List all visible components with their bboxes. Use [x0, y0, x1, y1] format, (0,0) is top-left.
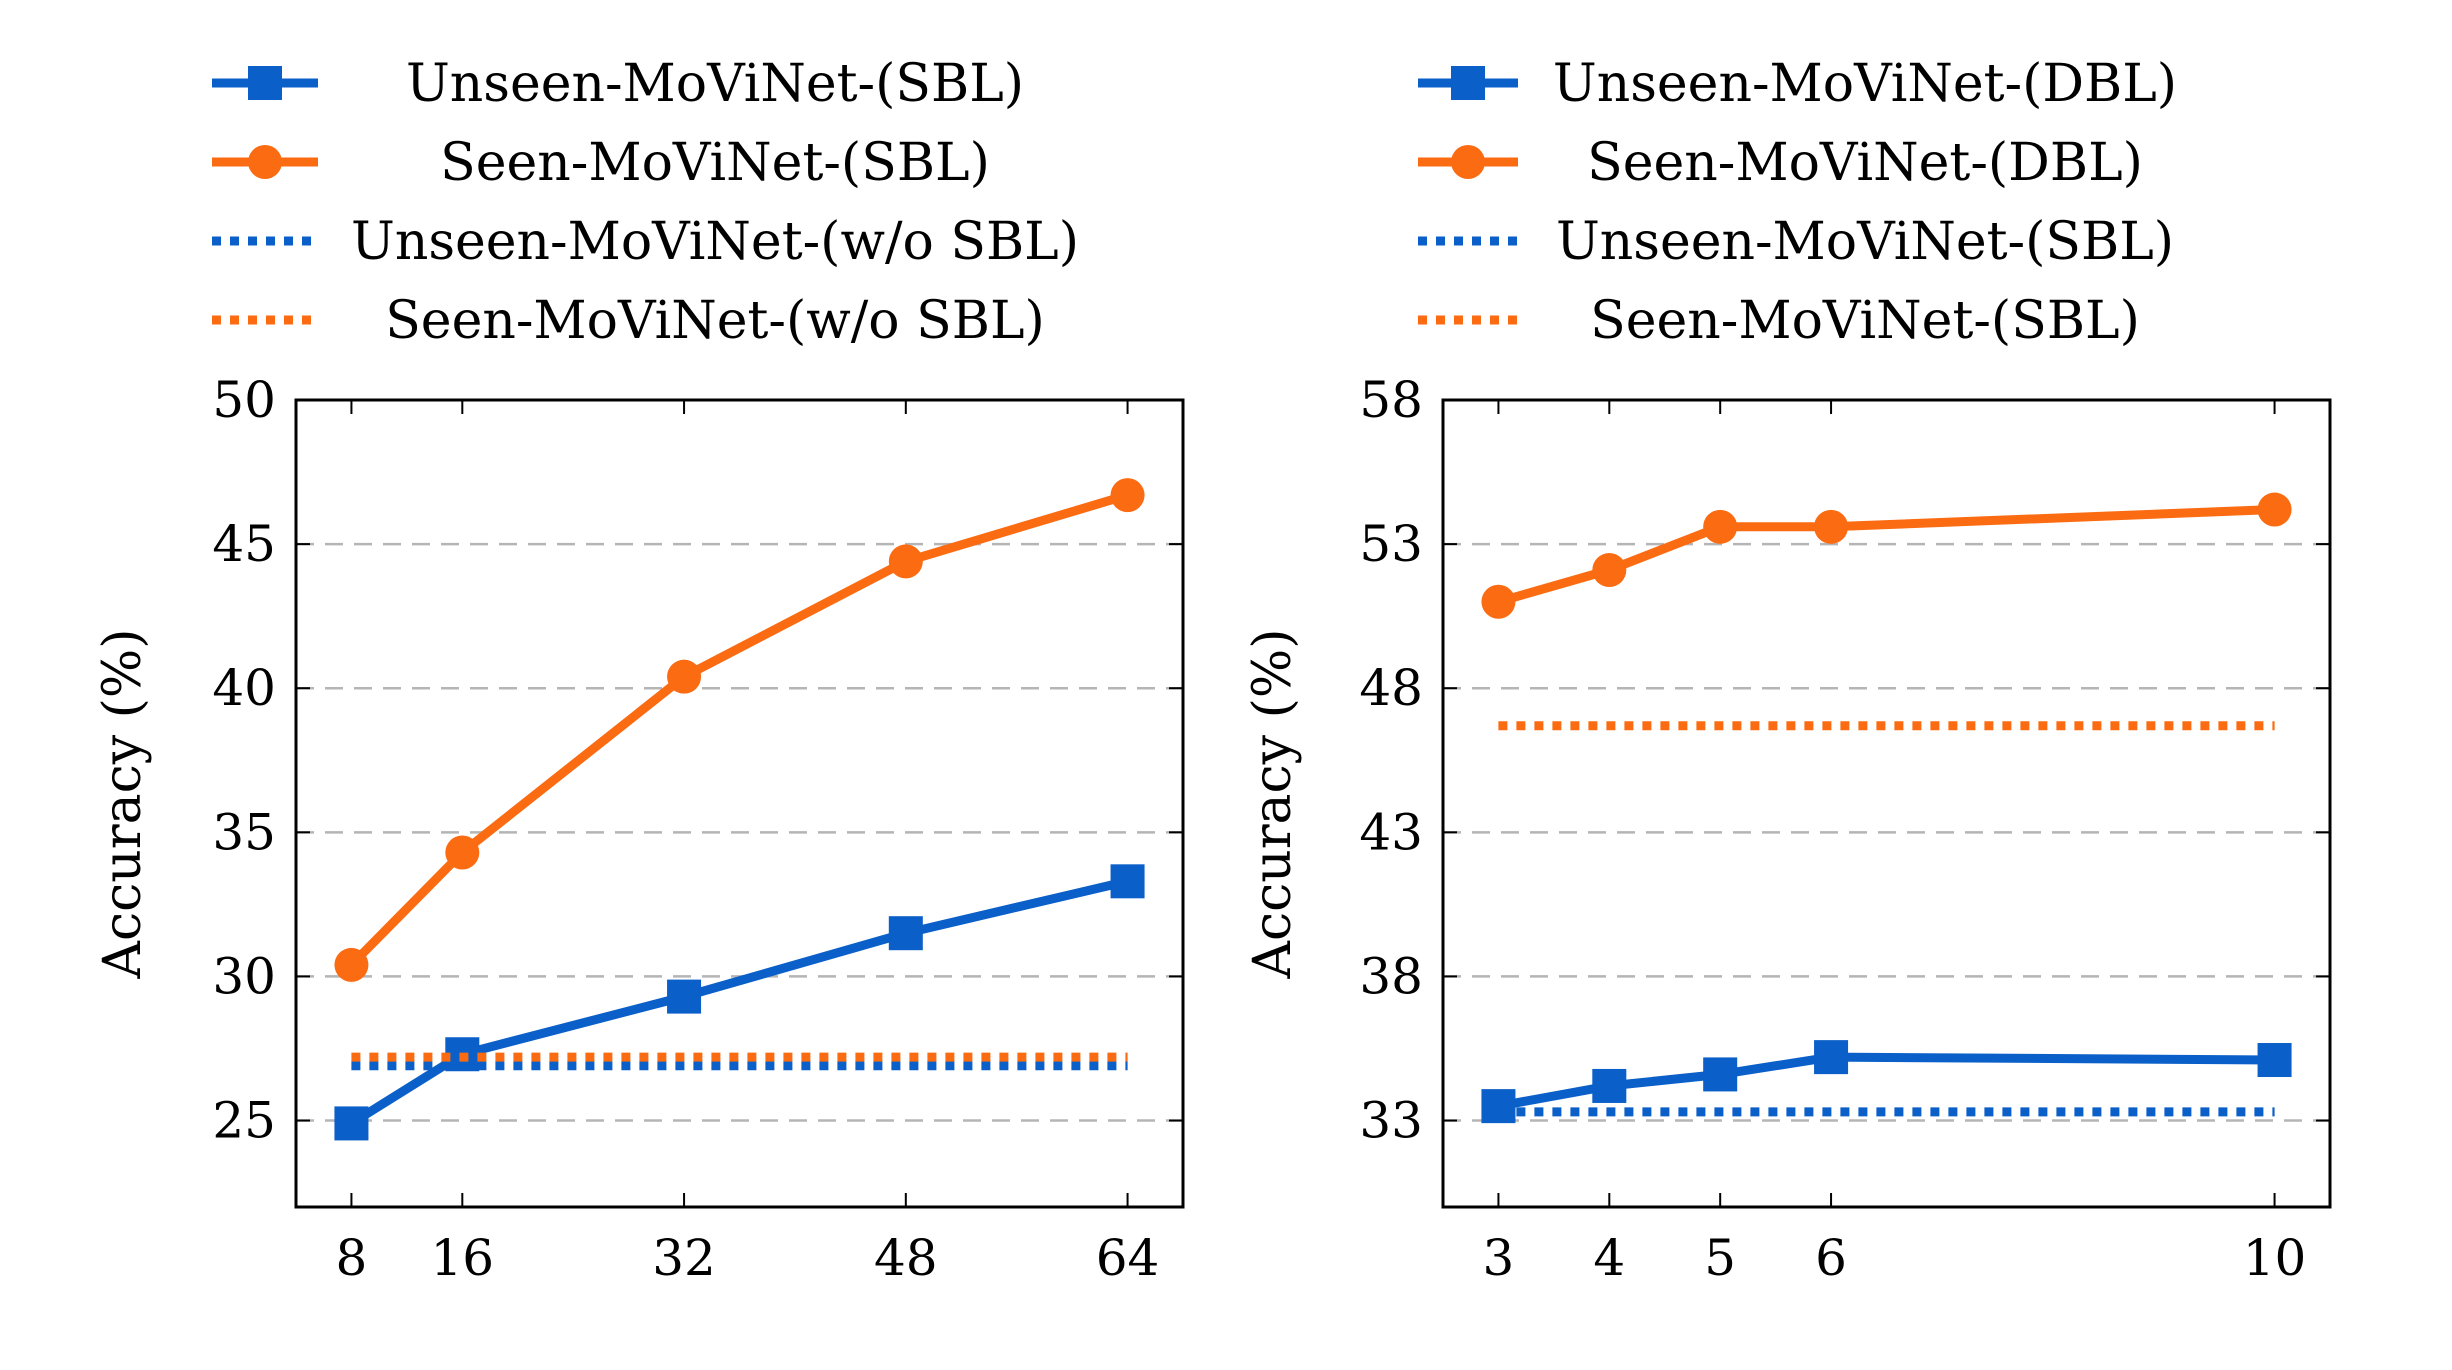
data-point-circle [1481, 584, 1516, 619]
y-axis-title: Accuracy (%) [1243, 628, 1303, 979]
x-tick-label: 16 [431, 1229, 495, 1287]
chart-right: 3 4 5 6 10 33 38 43 48 53 58 Accuracy (%) Unseen-MoV… [1243, 54, 2332, 1287]
data-point-circle [888, 544, 923, 579]
series-line [348, 490, 1129, 969]
y-tick-label: 48 [1359, 659, 1423, 717]
legend-label: Seen-MoViNet-(DBL) [1587, 133, 2143, 193]
series-line [349, 876, 1129, 1128]
y-tick-label: 33 [1359, 1092, 1423, 1150]
data-point-square [1481, 1089, 1516, 1124]
legend-marker-circle [248, 145, 282, 179]
data-point-circle [1110, 478, 1145, 513]
plot-frame [1441, 398, 2332, 1209]
x-tick-label: 5 [1704, 1229, 1736, 1287]
y-tick-label: 58 [1359, 371, 1423, 429]
y-tick-label: 53 [1359, 515, 1423, 573]
data-point-square [1110, 864, 1145, 899]
legend-marker-circle [1451, 145, 1485, 179]
legend-label: Unseen-MoViNet-(DBL) [1553, 54, 2177, 114]
x-tick-label: 6 [1815, 1229, 1847, 1287]
legend-label: Seen-MoViNet-(SBL) [440, 133, 990, 193]
x-tick-label: 8 [336, 1229, 368, 1287]
y-tick-label: 50 [212, 371, 276, 429]
y-axis-title: Accuracy (%) [93, 628, 153, 979]
chart-left: 8 16 32 48 64 25 30 35 40 45 50 Accuracy (%) Unseen-… [93, 54, 1185, 1287]
y-tick-label: 25 [212, 1092, 276, 1150]
legend-marker-square [248, 66, 282, 100]
data-point-circle [1814, 509, 1849, 544]
data-point-circle [1592, 553, 1627, 588]
data-point-circle [1703, 509, 1738, 544]
legend-label: Unseen-MoViNet-(w/o SBL) [351, 212, 1079, 272]
x-tick-label: 32 [652, 1229, 716, 1287]
data-point-circle [334, 947, 369, 982]
data-point-square [334, 1106, 369, 1141]
y-tick-label: 35 [212, 803, 276, 861]
y-tick-label: 45 [212, 515, 276, 573]
legend-label: Unseen-MoViNet-(SBL) [1556, 212, 2174, 272]
data-point-square [667, 979, 702, 1014]
legend-label: Seen-MoViNet-(w/o SBL) [385, 291, 1045, 351]
data-point-square [1814, 1040, 1849, 1075]
y-tick-label: 38 [1359, 947, 1423, 1005]
legend-label: Seen-MoViNet-(SBL) [1590, 291, 2140, 351]
x-tick-label: 48 [874, 1229, 938, 1287]
data-point-circle [667, 659, 702, 694]
x-tick-label: 4 [1593, 1229, 1625, 1287]
data-point-circle [445, 835, 480, 870]
data-point-square [2257, 1043, 2292, 1078]
plot-frame [294, 398, 1185, 1209]
data-point-square [1703, 1057, 1738, 1092]
legend-marker-square [1451, 66, 1485, 100]
data-point-square [888, 916, 923, 951]
x-tick-label: 3 [1483, 1229, 1515, 1287]
y-tick-label: 40 [212, 659, 276, 717]
x-tick-label: 10 [2243, 1229, 2307, 1287]
legend-label: Unseen-MoViNet-(SBL) [406, 54, 1024, 114]
y-tick-label: 30 [212, 947, 276, 1005]
data-point-square [1592, 1068, 1627, 1103]
data-point-circle [2257, 492, 2292, 527]
y-tick-label: 43 [1359, 803, 1423, 861]
x-tick-label: 64 [1096, 1229, 1160, 1287]
